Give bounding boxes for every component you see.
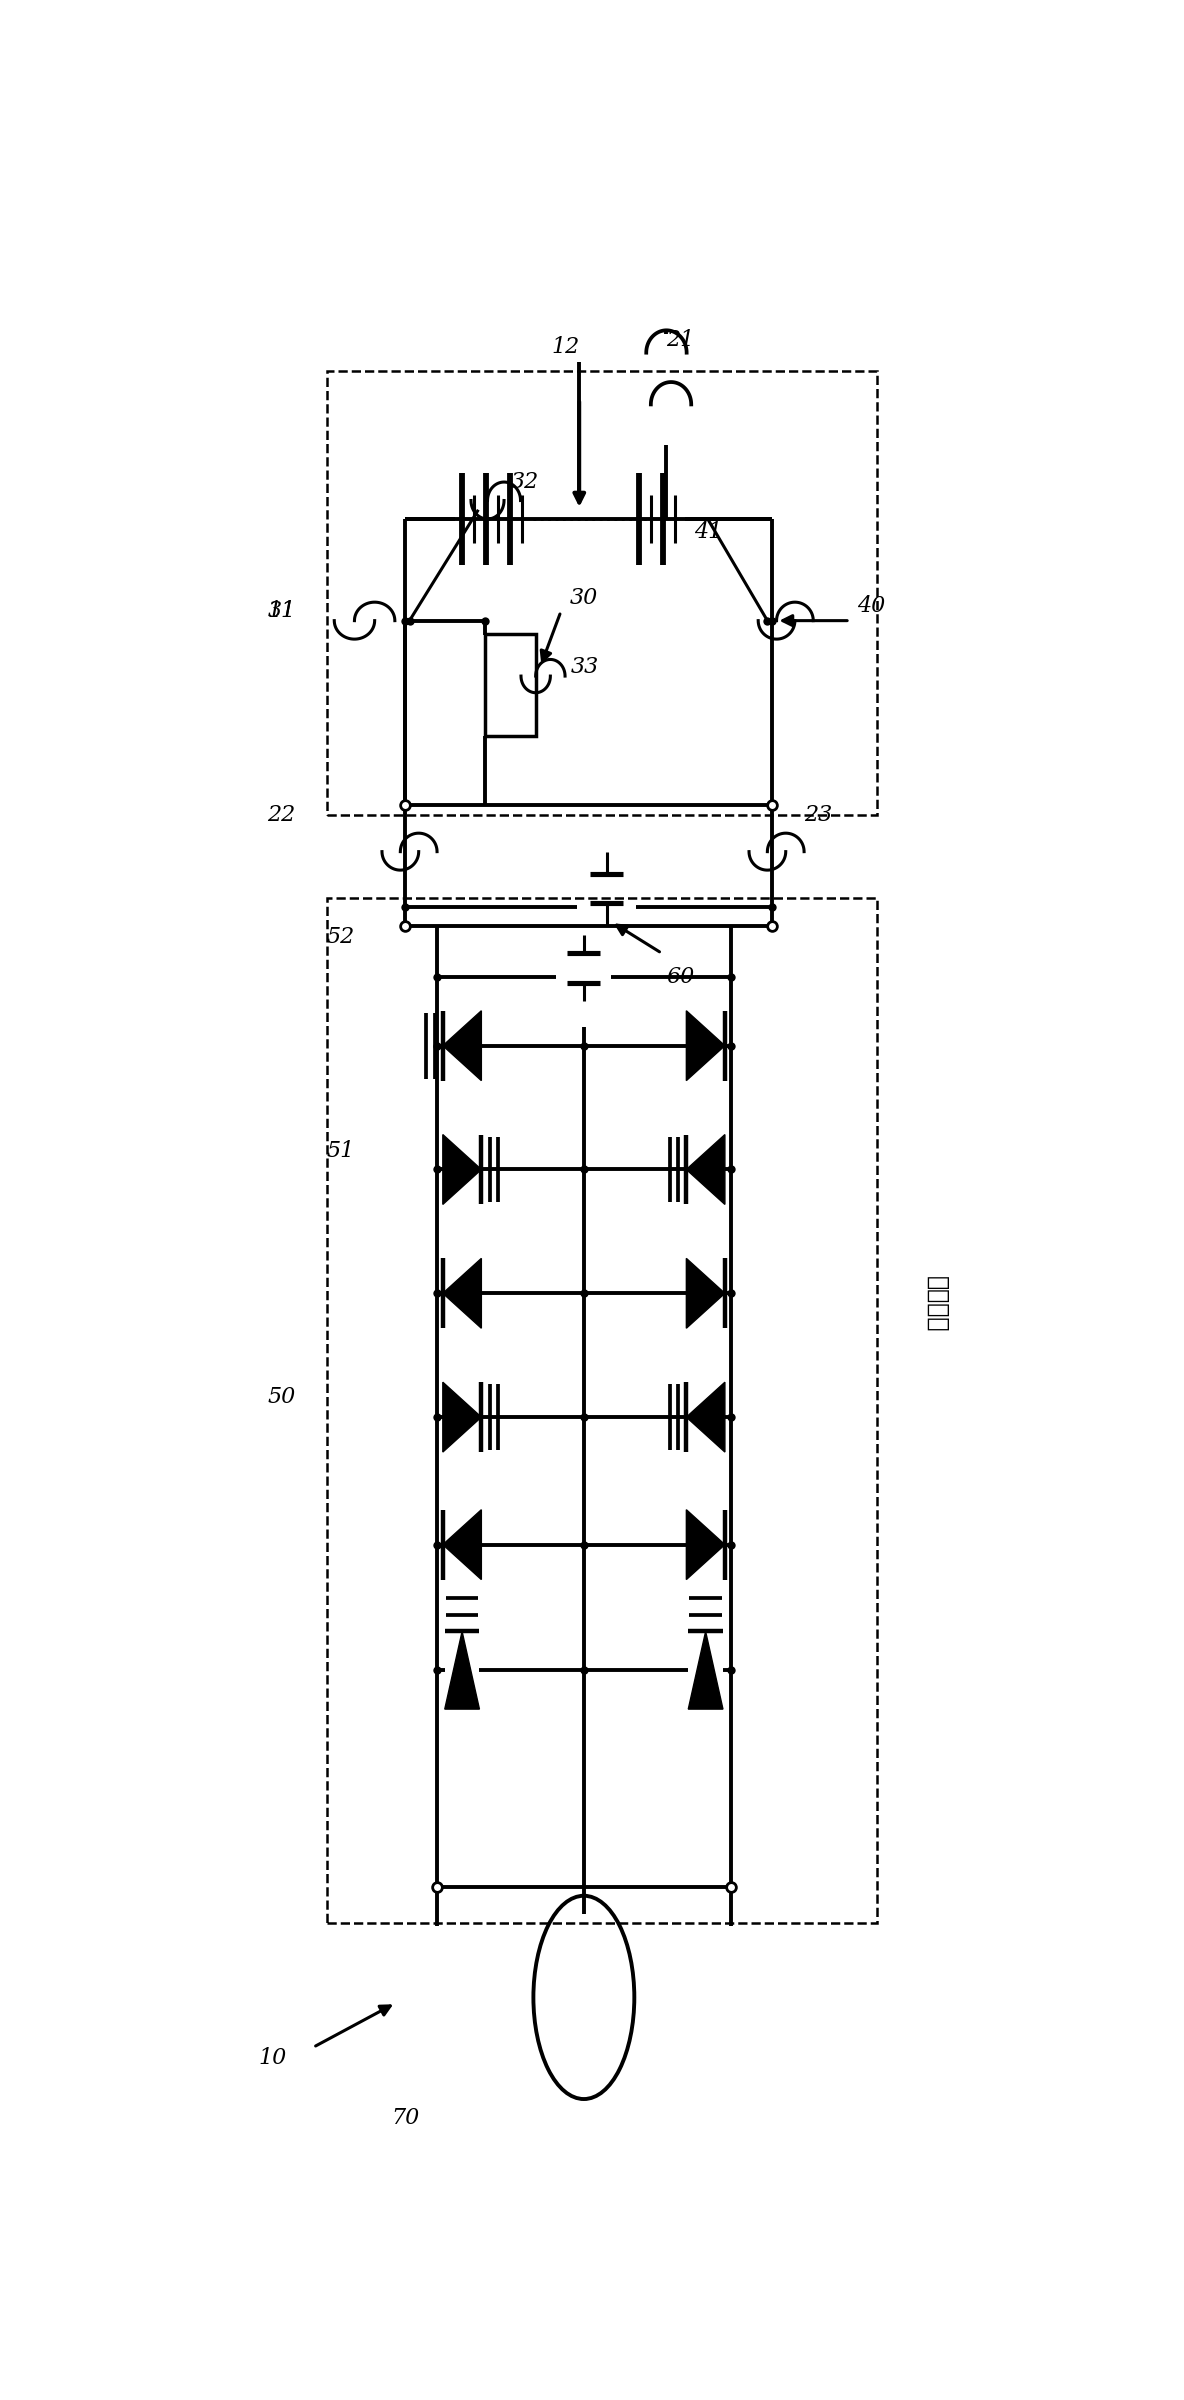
Bar — [327, 372, 877, 814]
Text: 52: 52 — [327, 926, 355, 948]
Text: 50: 50 — [268, 1385, 296, 1409]
Text: 21: 21 — [667, 329, 695, 350]
Text: 23: 23 — [804, 804, 832, 826]
Polygon shape — [443, 1510, 482, 1579]
Text: 40: 40 — [857, 595, 886, 617]
Text: 33: 33 — [571, 655, 599, 677]
Polygon shape — [687, 1258, 725, 1327]
Polygon shape — [688, 1632, 723, 1709]
Text: 31: 31 — [268, 600, 296, 622]
Bar — [327, 898, 877, 1922]
Text: 70: 70 — [391, 2107, 419, 2129]
Polygon shape — [687, 1135, 725, 1205]
Polygon shape — [443, 1010, 482, 1080]
Polygon shape — [445, 1632, 480, 1709]
Text: 32: 32 — [510, 470, 539, 492]
Text: 22: 22 — [268, 804, 296, 826]
Polygon shape — [443, 1382, 482, 1452]
Text: 30: 30 — [571, 588, 598, 610]
Text: 60: 60 — [667, 967, 695, 989]
Polygon shape — [443, 1135, 482, 1205]
Text: 12: 12 — [552, 336, 580, 358]
Text: 41: 41 — [694, 521, 722, 542]
Text: 10: 10 — [258, 2047, 287, 2069]
Text: 现有技术: 现有技术 — [925, 1277, 950, 1332]
Polygon shape — [443, 1258, 482, 1327]
Polygon shape — [687, 1510, 725, 1579]
Text: 11: 11 — [268, 600, 296, 622]
Text: 51: 51 — [327, 1140, 355, 1162]
Polygon shape — [687, 1010, 725, 1080]
Polygon shape — [687, 1382, 725, 1452]
Bar — [485, 634, 535, 737]
